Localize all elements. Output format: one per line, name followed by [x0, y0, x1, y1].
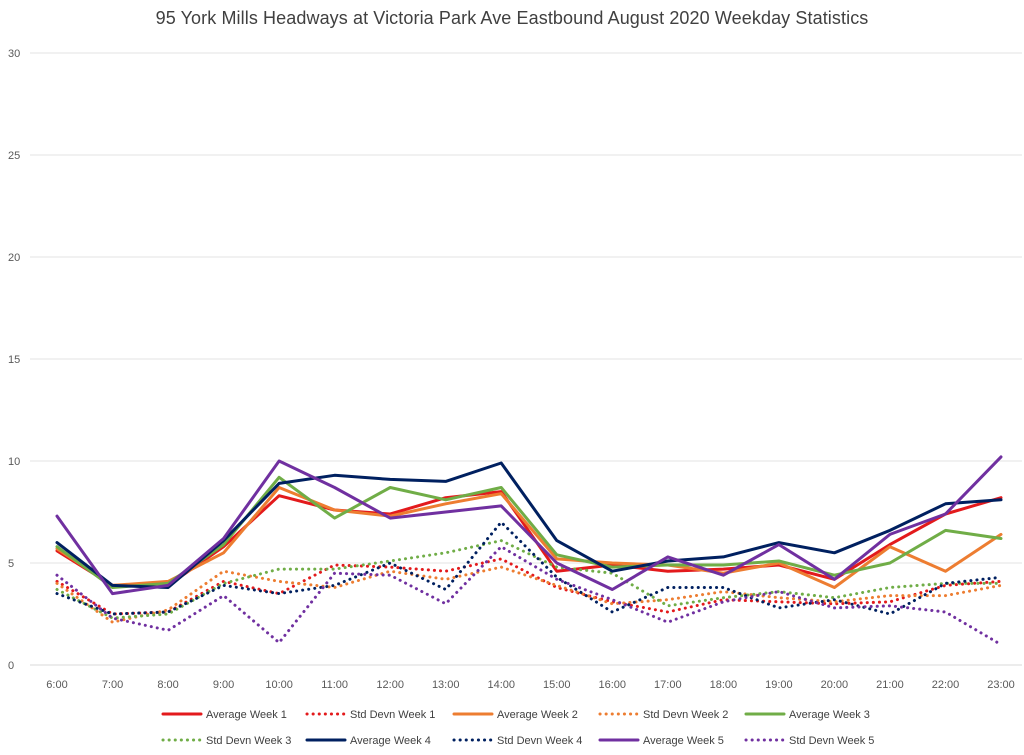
x-tick-label: 10:00	[265, 679, 293, 691]
series-line-2	[55, 557, 1003, 616]
series-line-4	[55, 565, 1003, 624]
series-line-1	[55, 490, 1003, 587]
x-tick-label: 6:00	[46, 679, 67, 691]
chart-title: 95 York Mills Headways at Victoria Park …	[155, 8, 869, 28]
legend-label-5: Average Week 3	[789, 709, 870, 721]
series-line-7	[55, 461, 1003, 589]
series-line-9	[55, 455, 1003, 596]
legend-label-4: Std Devn Week 2	[643, 709, 728, 721]
x-tick-label: 15:00	[543, 679, 571, 691]
x-tick-label: 21:00	[876, 679, 904, 691]
y-tick-label: 5	[8, 558, 14, 570]
x-tick-label: 7:00	[102, 679, 123, 691]
x-tick-label: 9:00	[213, 679, 234, 691]
x-tick-label: 19:00	[765, 679, 793, 691]
legend-label-9: Average Week 5	[643, 735, 724, 747]
y-tick-label: 30	[8, 48, 20, 60]
y-tick-label: 10	[8, 456, 20, 468]
legend: Average Week 1 Std Devn Week 1 Average Wee…	[161, 709, 874, 747]
legend-label-3: Average Week 2	[497, 709, 578, 721]
x-tick-label: 23:00	[987, 679, 1015, 691]
x-tick-label: 12:00	[376, 679, 404, 691]
x-tick-label: 20:00	[821, 679, 849, 691]
x-tick-label: 8:00	[157, 679, 178, 691]
x-tick-label: 11:00	[321, 679, 348, 691]
gridlines	[30, 52, 1022, 666]
series-line-10	[55, 545, 1003, 647]
legend-label-1: Average Week 1	[206, 709, 287, 721]
y-tick-label: 25	[8, 150, 20, 162]
x-tick-label: 17:00	[654, 679, 682, 691]
y-tick-label: 15	[8, 354, 20, 366]
y-axis-ticks: 0 5 10 15 20 25 30	[8, 48, 20, 672]
series-line-6	[55, 539, 1003, 620]
series-lines	[55, 455, 1003, 647]
y-tick-label: 20	[8, 252, 20, 264]
series-line-3	[55, 486, 1003, 589]
x-axis-ticks: 6:00 7:00 8:00 9:00 10:00 11:00 12:00 13:00 14:0…	[46, 679, 1014, 691]
y-tick-label: 0	[8, 660, 14, 672]
series-line-8	[55, 520, 1003, 616]
legend-label-2: Std Devn Week 1	[350, 709, 435, 721]
x-tick-label: 14:00	[487, 679, 515, 691]
legend-label-7: Average Week 4	[350, 735, 431, 747]
x-tick-label: 16:00	[599, 679, 627, 691]
legend-label-6: Std Devn Week 3	[206, 735, 291, 747]
legend-label-8: Std Devn Week 4	[497, 735, 582, 747]
x-tick-label: 13:00	[432, 679, 460, 691]
x-tick-label: 22:00	[932, 679, 960, 691]
x-tick-label: 18:00	[710, 679, 738, 691]
legend-label-10: Std Devn Week 5	[789, 735, 874, 747]
